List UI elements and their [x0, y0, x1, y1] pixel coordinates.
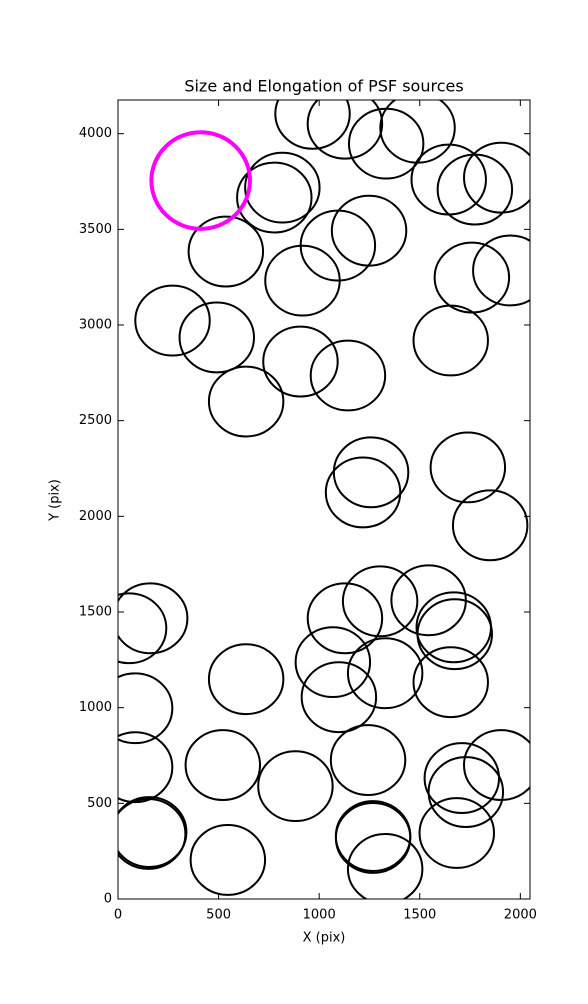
psf-ellipse	[149, 130, 252, 231]
psf-ellipse	[309, 339, 387, 412]
psf-ellipse	[118, 592, 168, 665]
psf-ellipse	[463, 729, 530, 801]
psf-ellipse	[207, 643, 285, 716]
x-tick-label: 0	[114, 908, 122, 923]
psf-ellipse	[187, 215, 265, 288]
psf-ellipse	[416, 598, 493, 671]
psf-ellipse	[118, 582, 189, 655]
psf-ellipse	[379, 100, 456, 164]
psf-ellipse	[236, 161, 313, 234]
psf-ellipse	[334, 802, 412, 874]
y-tick-label: 1500	[79, 605, 112, 620]
psf-ellipse	[184, 729, 262, 801]
psf-ellipse	[306, 100, 384, 160]
x-axis-label: X (pix)	[303, 931, 346, 946]
psf-ellipse	[118, 672, 174, 745]
psf-ellipse	[189, 824, 267, 896]
psf-ellipse	[429, 431, 507, 504]
psf-ellipse	[118, 796, 188, 868]
psf-ellipse	[451, 489, 529, 562]
plot-area	[118, 100, 530, 899]
y-tick-label: 3000	[79, 318, 112, 333]
x-tick-label: 1000	[303, 908, 336, 923]
psf-ellipse	[134, 284, 211, 357]
psf-ellipse	[346, 637, 424, 710]
psf-ellipse	[324, 456, 402, 529]
psf-ellipse	[244, 151, 321, 224]
psf-ellipse	[178, 301, 255, 374]
y-tick-label: 4000	[79, 126, 112, 141]
y-tick-label: 500	[87, 796, 112, 811]
psf-ellipse	[300, 661, 378, 734]
psf-ellipse	[412, 646, 489, 719]
psf-ellipse	[346, 833, 424, 899]
psf-ellipse	[274, 100, 351, 150]
x-tick-label: 2000	[504, 908, 537, 923]
psf-ellipse	[472, 234, 530, 307]
x-tick-label: 500	[206, 908, 231, 923]
psf-ellipse	[332, 436, 410, 509]
psf-ellipse	[306, 582, 384, 655]
psf-ellipse	[264, 244, 341, 317]
psf-ellipse	[341, 565, 419, 638]
y-tick-label: 2500	[79, 413, 112, 428]
psf-ellipse	[262, 325, 339, 398]
x-tick-label: 1500	[403, 908, 436, 923]
y-tick-label: 0	[104, 892, 112, 907]
y-tick-label: 3500	[79, 222, 112, 237]
y-axis-label: Y (pix)	[48, 479, 63, 522]
psf-ellipse	[436, 153, 514, 226]
psf-ellipse	[329, 724, 407, 797]
psf-ellipse	[463, 141, 530, 214]
psf-ellipse	[207, 365, 285, 438]
psf-ellipse	[118, 798, 187, 870]
y-tick-label: 1000	[79, 700, 112, 715]
y-tick-label: 2000	[79, 509, 112, 524]
psf-ellipse	[257, 750, 334, 823]
psf-ellipse	[418, 797, 495, 869]
psf-ellipse	[294, 626, 372, 699]
axes-frame	[117, 99, 531, 900]
chart-title: Size and Elongation of PSF sources	[184, 77, 463, 96]
psf-ellipse	[412, 304, 489, 377]
